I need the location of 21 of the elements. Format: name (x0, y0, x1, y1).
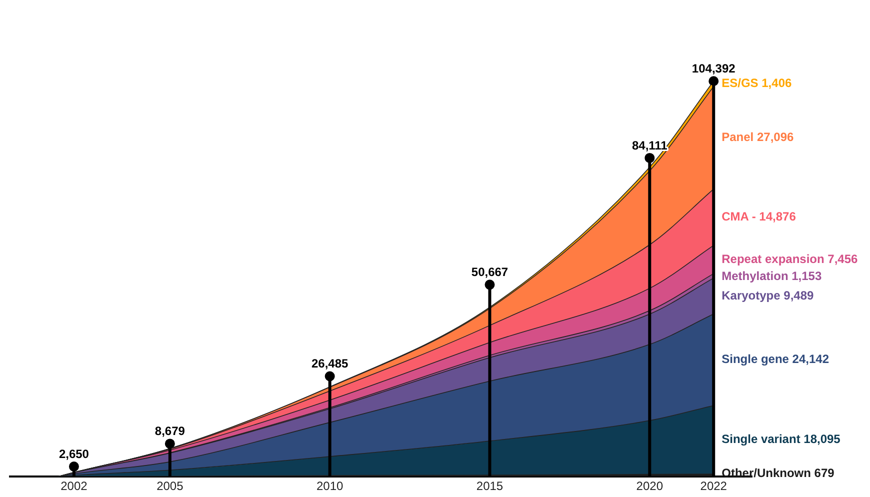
data-label: 2,650 (58, 446, 90, 461)
text: Methylation 1,153 (722, 268, 822, 283)
x-tick-label: 2010 (316, 479, 344, 494)
data-label: 84,111 (632, 138, 668, 152)
text: ES/GS 1,406 (722, 76, 792, 90)
data-label: 50,667 (471, 264, 508, 279)
text: Panel 27,096 (722, 130, 794, 144)
x-tick-label: 2002 (60, 479, 88, 494)
text: Karyotype 9,489 (722, 288, 814, 302)
x-tick-label: 2022 (700, 479, 728, 494)
text: Single gene 24,142 (722, 352, 830, 366)
data-label: 8,679 (154, 424, 186, 438)
data-label: 26,485 (311, 356, 349, 371)
text: CMA - 14,876 (722, 210, 796, 224)
x-tick-label: 2005 (156, 479, 184, 494)
x-tick-label: 2015 (476, 479, 504, 494)
text: Repeat expansion 7,456 (722, 252, 858, 266)
data-label: 104,392 (692, 61, 736, 76)
text: Single variant 18,095 (722, 432, 840, 446)
text: Other/Unknown 679 (722, 466, 834, 480)
x-tick-label: 2020 (636, 479, 664, 494)
